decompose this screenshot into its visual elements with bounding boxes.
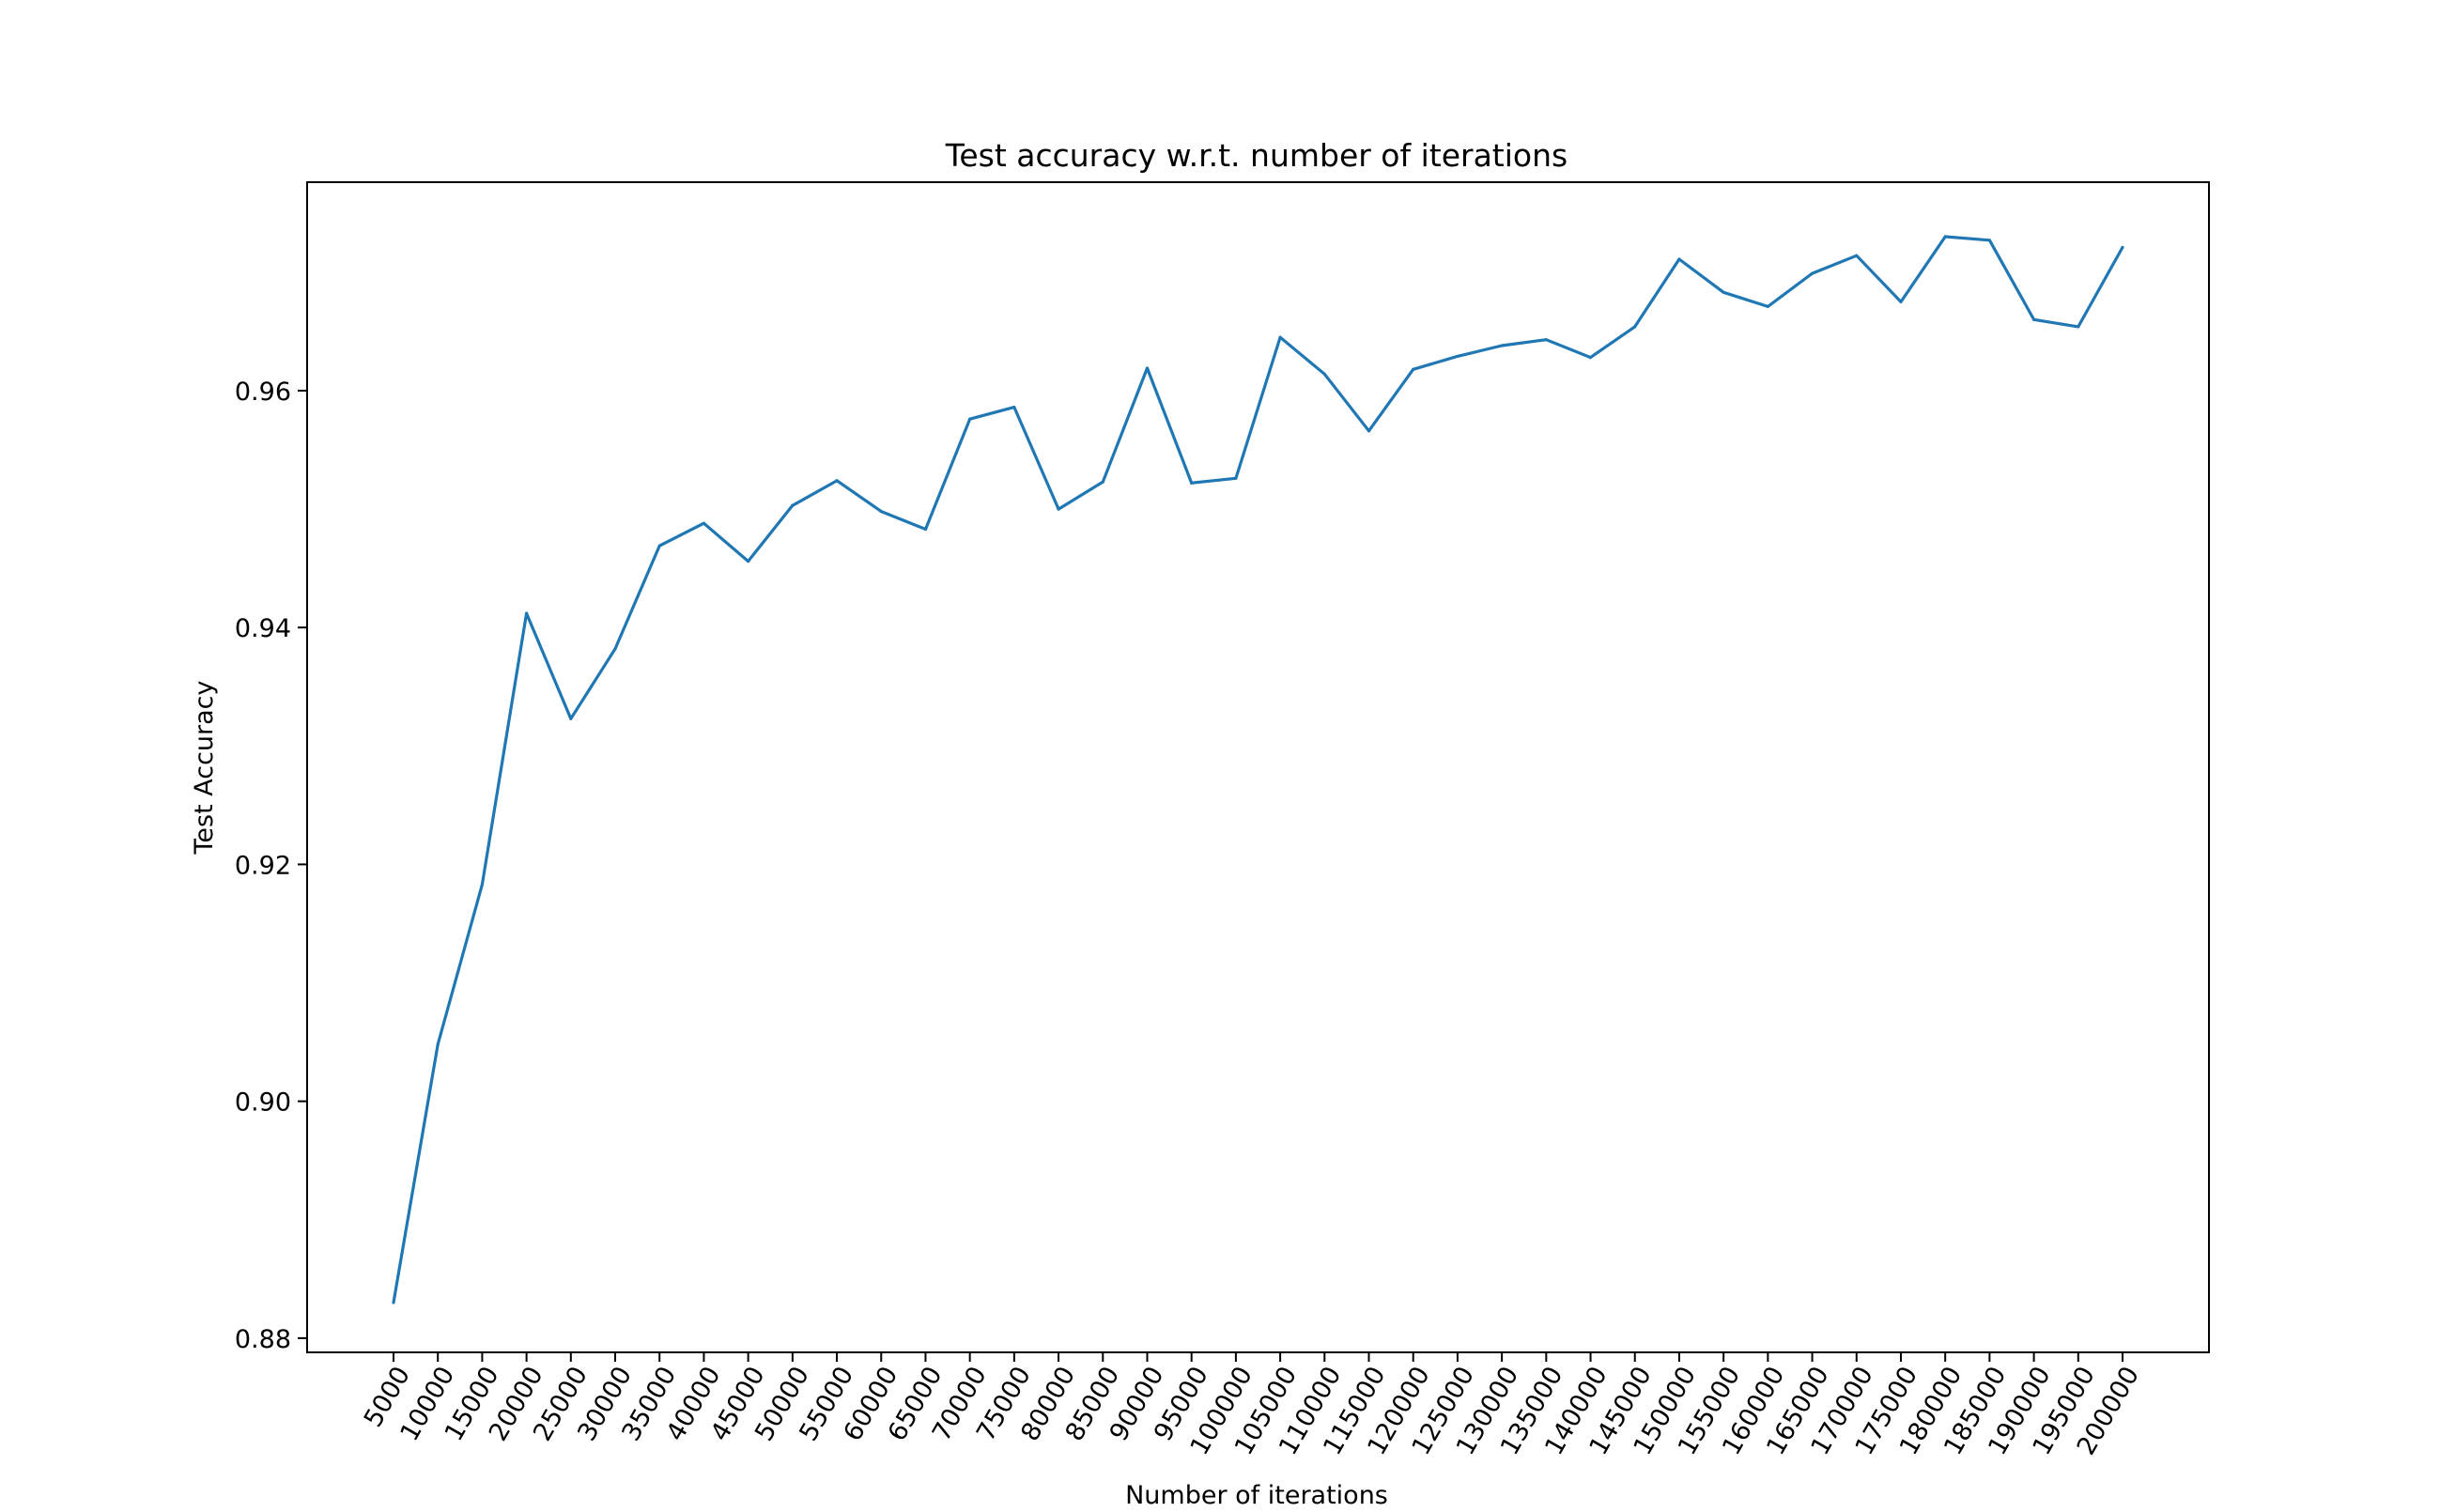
data-point bbox=[569, 717, 573, 720]
data-point bbox=[1322, 372, 1326, 376]
data-point bbox=[613, 647, 617, 651]
data-point bbox=[1943, 235, 1947, 239]
y-tick-label: 0.94 bbox=[235, 614, 291, 643]
data-point bbox=[657, 544, 661, 548]
data-point bbox=[1633, 325, 1637, 329]
data-point bbox=[1012, 406, 1016, 409]
y-axis-ticks: 0.88 0.90 0.92 0.94 0.96 bbox=[235, 378, 307, 1354]
y-tick-label: 0.90 bbox=[235, 1088, 291, 1118]
data-point bbox=[1057, 507, 1060, 511]
data-point bbox=[1278, 335, 1282, 339]
y-tick-label: 0.88 bbox=[235, 1325, 291, 1354]
data-point bbox=[436, 1042, 440, 1046]
data-point bbox=[1500, 344, 1504, 347]
data-point bbox=[1899, 300, 1903, 303]
data-point bbox=[1190, 481, 1194, 485]
data-point bbox=[747, 559, 750, 563]
chart-title: Test accuracy w.r.t. number of iteration… bbox=[945, 137, 1567, 174]
data-point bbox=[1855, 254, 1859, 257]
series-line bbox=[392, 235, 2124, 1304]
data-point bbox=[1677, 257, 1681, 261]
y-tick-label: 0.96 bbox=[235, 378, 291, 407]
data-point bbox=[1987, 239, 1991, 242]
data-point bbox=[1412, 367, 1415, 371]
data-point bbox=[480, 883, 485, 887]
data-point bbox=[1367, 429, 1371, 433]
data-point bbox=[968, 417, 972, 421]
data-point bbox=[923, 527, 928, 532]
data-point bbox=[1101, 480, 1104, 484]
x-axis-title: Number of iterations bbox=[1125, 1481, 1388, 1510]
plot-frame bbox=[306, 181, 2210, 1353]
data-point bbox=[1234, 476, 1238, 480]
data-point bbox=[392, 1301, 395, 1304]
y-tick-label: 0.92 bbox=[235, 851, 291, 880]
data-point bbox=[791, 503, 795, 507]
data-point bbox=[1810, 271, 1815, 275]
data-point bbox=[525, 611, 529, 615]
data-point bbox=[835, 479, 839, 483]
series-layer bbox=[392, 235, 2124, 1304]
data-point bbox=[2077, 325, 2080, 329]
data-point bbox=[1766, 304, 1769, 309]
data-point bbox=[1145, 366, 1150, 370]
y-axis-title: Test Accuracy bbox=[190, 680, 219, 855]
data-point bbox=[1588, 356, 1593, 360]
data-point bbox=[1456, 354, 1459, 358]
data-point bbox=[702, 521, 706, 525]
data-point bbox=[1544, 338, 1548, 342]
data-point bbox=[2031, 317, 2036, 321]
data-point bbox=[2121, 245, 2124, 249]
data-point bbox=[879, 509, 883, 514]
data-point bbox=[1722, 290, 1725, 294]
